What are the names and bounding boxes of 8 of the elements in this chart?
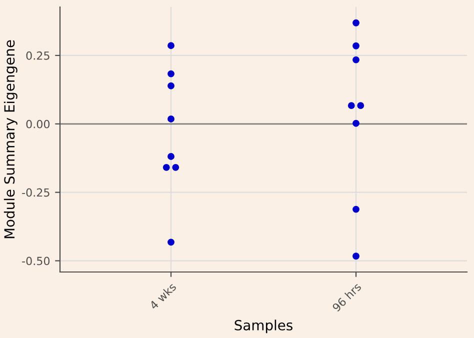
y-tick-label: -0.50 <box>22 256 50 266</box>
y-tick-label: -0.25 <box>22 188 50 197</box>
x-axis-title: Samples <box>234 320 292 334</box>
x-tick-label: 96 hrs <box>332 282 362 312</box>
y-axis-title: Module Summary Eigengene <box>4 40 18 238</box>
x-tick-label: 4 wks <box>148 282 177 310</box>
y-tick-label: 0.00 <box>26 120 50 128</box>
y-tick-label: 0.25 <box>26 51 50 60</box>
